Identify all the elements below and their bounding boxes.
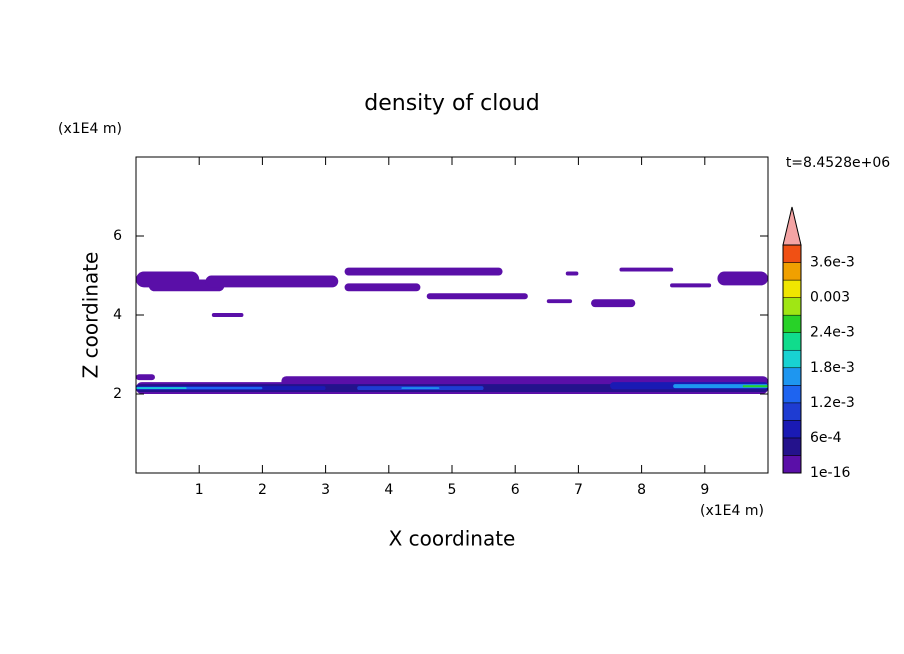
colorbar-tick-label: 2.4e-3	[810, 325, 855, 341]
contour-region	[565, 271, 579, 276]
time-annotation: t=8.4528e+06	[786, 155, 890, 171]
contour-region	[546, 299, 573, 304]
y-tick-label: 6	[113, 228, 122, 244]
colorbar-band	[782, 437, 802, 456]
contour-region	[211, 313, 244, 317]
colorbar-tick-label: 3.6e-3	[810, 255, 855, 271]
colorbar-frame	[782, 244, 802, 474]
x-axis-label: X coordinate	[389, 527, 516, 551]
contour-region	[591, 299, 636, 308]
contour-region	[136, 387, 187, 389]
contour-region	[742, 385, 768, 388]
y-unit: (x1E4 m)	[58, 121, 122, 137]
x-tick-label: 5	[448, 482, 457, 498]
x-tick-label: 1	[195, 482, 204, 498]
contour-region	[344, 283, 421, 292]
colorbar-band	[782, 455, 802, 474]
x-unit: (x1E4 m)	[700, 503, 764, 519]
colorbar-tick-label: 6e-4	[810, 430, 842, 446]
x-tick-label: 9	[700, 482, 709, 498]
colorbar-tick-label: 1.2e-3	[810, 395, 855, 411]
y-axis-label: Z coordinate	[79, 252, 103, 379]
x-tick-label: 4	[384, 482, 393, 498]
contour-region	[136, 374, 155, 381]
colorbar-tick-label: 1e-16	[810, 465, 850, 481]
colorbar-band	[782, 297, 802, 316]
x-tick-label: 7	[574, 482, 583, 498]
colorbar-band	[782, 349, 802, 369]
chart-title: density of cloud	[364, 91, 539, 116]
colorbar-tick-label: 0.003	[810, 290, 850, 306]
x-tick-label: 6	[511, 482, 520, 498]
contour-region	[205, 275, 339, 288]
contour-region	[344, 267, 503, 276]
y-tick-label: 2	[113, 386, 122, 402]
colorbar-band	[782, 279, 802, 298]
colorbar-band	[782, 314, 802, 333]
colorbar-band	[782, 367, 802, 386]
colorbar-band	[782, 244, 802, 263]
x-tick-label: 2	[258, 482, 267, 498]
colorbar-band	[782, 402, 802, 421]
colorbar-band	[782, 385, 802, 404]
x-tick-label: 8	[637, 482, 646, 498]
contour-region	[670, 283, 712, 288]
contour-region	[148, 279, 225, 292]
colorbar-tick-label: 1.8e-3	[810, 360, 855, 376]
x-tick-label: 3	[321, 482, 330, 498]
colorbar-band	[782, 332, 802, 351]
contour-region	[717, 271, 768, 286]
contour-region	[619, 267, 674, 272]
contour-region	[401, 387, 440, 389]
y-tick-label: 4	[113, 307, 122, 323]
contour-region	[426, 293, 528, 300]
colorbar-band	[782, 262, 802, 281]
colorbar-band	[782, 420, 802, 439]
